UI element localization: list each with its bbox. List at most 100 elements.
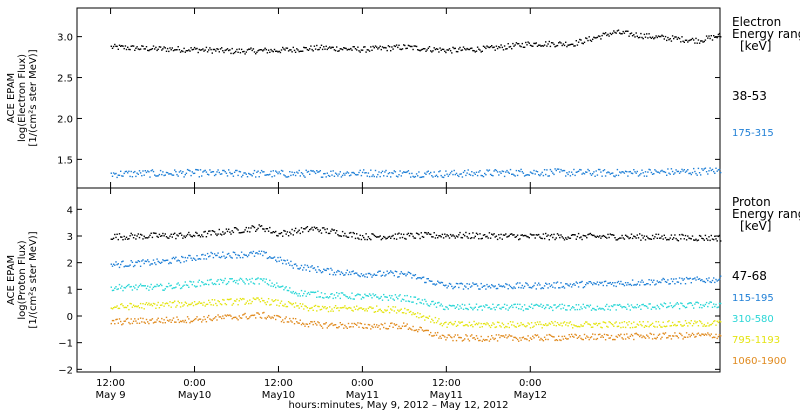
data-point	[580, 324, 582, 326]
data-point	[110, 263, 112, 265]
data-point	[410, 296, 412, 298]
data-point	[312, 291, 314, 293]
data-point	[656, 237, 658, 239]
data-point	[603, 321, 606, 324]
data-point	[321, 327, 324, 329]
data-point	[680, 333, 682, 335]
data-point	[354, 237, 357, 240]
legend-entry-47-68: 47-68	[732, 269, 767, 283]
data-point	[228, 169, 230, 171]
data-point	[538, 323, 540, 326]
data-point	[619, 171, 621, 173]
data-point	[188, 303, 190, 306]
data-point	[688, 172, 690, 175]
data-point	[298, 229, 300, 231]
data-point	[575, 281, 577, 283]
data-point	[238, 232, 240, 234]
data-point	[707, 239, 709, 241]
data-point	[115, 236, 117, 239]
data-point	[649, 284, 651, 286]
data-point	[526, 308, 528, 310]
data-point	[602, 32, 604, 35]
data-point	[243, 281, 245, 283]
data-point	[386, 296, 388, 298]
data-point	[141, 321, 143, 323]
data-point	[717, 335, 720, 338]
data-point	[684, 336, 687, 338]
data-point	[312, 170, 314, 172]
data-point	[127, 172, 129, 174]
data-point	[171, 319, 173, 321]
data-point	[250, 314, 252, 317]
data-point	[224, 49, 226, 52]
data-point	[195, 303, 197, 306]
data-point	[171, 236, 173, 238]
data-point	[543, 44, 546, 46]
data-point	[547, 175, 549, 177]
data-point	[570, 43, 573, 45]
data-point	[516, 174, 519, 177]
data-point	[420, 49, 422, 51]
data-point	[562, 322, 565, 324]
data-point	[127, 317, 129, 320]
data-point	[201, 281, 203, 283]
data-point	[592, 307, 594, 310]
data-point	[474, 338, 476, 341]
data-point	[391, 271, 393, 273]
data-point	[192, 48, 195, 51]
data-point	[713, 238, 715, 241]
data-point	[260, 49, 263, 51]
data-point	[714, 281, 716, 284]
data-point	[135, 284, 137, 286]
data-point	[223, 299, 225, 301]
data-point	[507, 235, 509, 238]
data-point	[169, 319, 171, 321]
data-point	[368, 50, 371, 52]
data-point	[132, 265, 135, 268]
data-point	[654, 169, 656, 171]
data-point	[677, 337, 680, 339]
data-point	[154, 285, 156, 288]
data-point	[512, 234, 514, 236]
data-point	[685, 239, 688, 241]
data-point	[353, 46, 355, 48]
data-point	[526, 174, 528, 176]
data-point	[370, 46, 372, 48]
data-point	[595, 236, 597, 238]
data-point	[178, 302, 181, 304]
data-point	[527, 284, 529, 286]
data-point	[623, 172, 626, 174]
data-point	[136, 46, 138, 48]
data-point	[519, 238, 521, 240]
data-point	[624, 282, 627, 284]
data-point	[695, 335, 697, 338]
data-point	[521, 234, 523, 236]
data-point	[610, 172, 613, 175]
data-point	[169, 235, 171, 237]
data-point	[503, 45, 506, 47]
data-point	[636, 234, 638, 236]
data-point	[523, 234, 526, 237]
data-point	[562, 43, 565, 45]
legend-title-line: Energy range	[732, 27, 800, 41]
data-point	[619, 303, 621, 306]
data-point	[320, 325, 323, 327]
data-point	[501, 46, 503, 49]
data-point	[493, 170, 495, 172]
data-point	[445, 170, 447, 172]
data-point	[677, 321, 680, 323]
data-point	[489, 46, 492, 48]
data-point	[326, 327, 328, 329]
data-point	[678, 321, 681, 323]
data-point	[461, 321, 464, 323]
data-point	[397, 233, 399, 235]
data-point	[148, 302, 150, 304]
data-point	[673, 278, 675, 280]
data-point	[333, 324, 336, 326]
data-point	[344, 232, 346, 235]
data-point	[407, 170, 410, 172]
data-point	[297, 305, 299, 307]
data-point	[320, 292, 323, 294]
data-point	[215, 254, 217, 257]
data-point	[199, 302, 202, 304]
